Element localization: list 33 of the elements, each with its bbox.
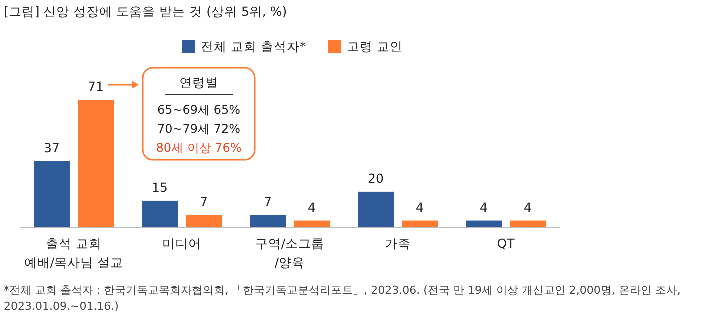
bar [358, 192, 394, 228]
bar [294, 220, 330, 228]
bar [34, 161, 70, 228]
data-label: 15 [152, 180, 168, 195]
annotation: 65~69세 65% [157, 103, 241, 117]
chart-title: [그림] 신앙 성장에 도움을 받는 것 (상위 5위, %) [4, 4, 288, 19]
x-tick-label: 가족 [385, 236, 411, 251]
legend-label: 고령 교인 [347, 39, 404, 54]
text: *전체 교회 출석자 : 한국기독교목회자협의회, 「한국기독교분석리포트」, 2023.06. (전국 만 19세 이상 개신교인 2,000명, 온라인 조사, 2023.01.09.~01.16.) [4, 283, 682, 315]
x-tick-label: 구역/소그룹 /양육 [255, 236, 325, 270]
bar [78, 100, 114, 228]
bar [250, 215, 286, 228]
data-label: 4 [524, 200, 532, 215]
data-label: 20 [368, 170, 384, 186]
bar [466, 220, 502, 228]
x-tick-label: 미디어 [162, 236, 202, 251]
x-tick-label: QT [497, 236, 516, 251]
data-label: 7 [264, 194, 272, 210]
annotation: 80세 이상 76% [156, 141, 242, 155]
data-label: 71 [88, 79, 104, 94]
annotation: 70~79세 72% [157, 122, 241, 136]
data-label: 4 [308, 200, 316, 215]
data-label: 7 [200, 194, 208, 210]
bar [510, 220, 546, 228]
bar [186, 215, 222, 228]
x-tick-label: 출석 교회 예배/목사님 설교 [24, 236, 124, 270]
data-label: 4 [480, 200, 488, 215]
legend-label: 전체 교회 출석자* [201, 39, 306, 54]
bar [142, 200, 178, 228]
data-label: 37 [44, 140, 60, 156]
data-label: 4 [416, 200, 424, 215]
bar [402, 220, 438, 228]
text: 연령별 [180, 75, 218, 90]
